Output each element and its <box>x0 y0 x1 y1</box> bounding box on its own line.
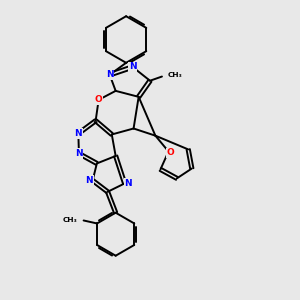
Text: N: N <box>129 62 136 71</box>
Text: N: N <box>75 149 83 158</box>
Text: O: O <box>95 95 103 104</box>
Text: O: O <box>166 148 174 158</box>
Text: N: N <box>74 129 82 138</box>
Text: N: N <box>124 179 132 188</box>
Text: CH₃: CH₃ <box>168 72 183 78</box>
Text: N: N <box>85 176 93 185</box>
Text: CH₃: CH₃ <box>63 217 78 223</box>
Text: N: N <box>106 70 113 79</box>
